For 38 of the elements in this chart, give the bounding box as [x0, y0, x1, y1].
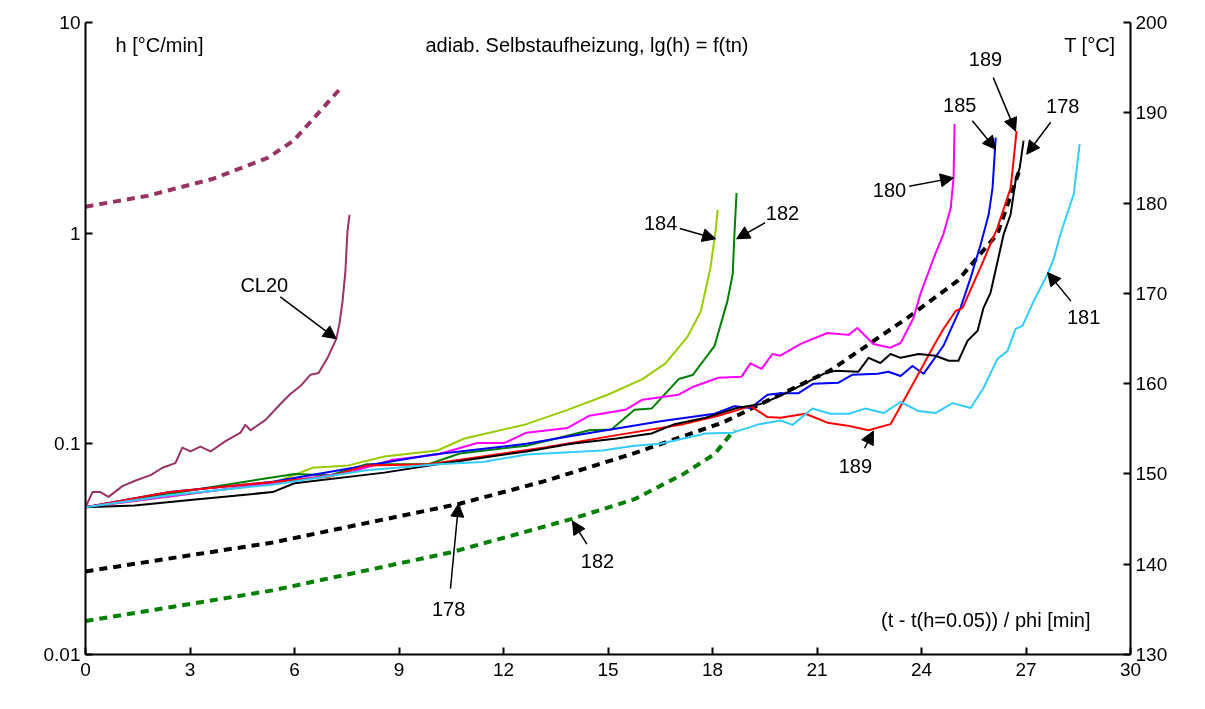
- x-tick-label: 3: [184, 658, 196, 680]
- y2-axis-title: T [°C]: [1064, 33, 1116, 56]
- x-tick-label: 6: [289, 658, 300, 680]
- annotation: 178: [431, 597, 466, 620]
- text: adiab. Selbstaufheizung, lg(h) = f(tn): [425, 33, 749, 56]
- y-axis-title: h [°C/min]: [115, 33, 204, 56]
- annotation: 182: [765, 201, 800, 224]
- y2-tick-label: 180: [1135, 192, 1168, 214]
- annotation: 178: [1046, 95, 1080, 118]
- x-axis-title: (t - t(h=0.05)) / phi [min]: [880, 608, 1091, 631]
- line-series: [85, 86, 343, 209]
- y2-tick-label: 190: [1135, 102, 1168, 124]
- y2-tick-label: 140: [1135, 553, 1168, 575]
- x-tick-label: 24: [910, 658, 933, 680]
- y-tick-label: 0.01: [43, 644, 81, 665]
- y2-tick-label: 150: [1135, 463, 1168, 485]
- y-tick-label: 10: [59, 12, 81, 33]
- x-tick-label: 18: [701, 658, 724, 680]
- y2-tick-label: 200: [1135, 12, 1168, 33]
- y2-tick-label: 160: [1135, 373, 1168, 395]
- annotation: 181: [1066, 305, 1101, 328]
- x-tick-label: 27: [1015, 658, 1037, 680]
- y-tick-label: 1: [69, 222, 81, 244]
- annotation: 180: [872, 178, 907, 201]
- y-tick-label: 0.1: [54, 433, 81, 455]
- annotation: 189: [968, 48, 1003, 71]
- annotation: 189: [838, 455, 873, 478]
- x-tick-label: 15: [597, 658, 619, 680]
- x-tick-label: 0: [80, 658, 91, 680]
- y2-tick-label: 170: [1135, 282, 1168, 304]
- annotation: CL20: [240, 273, 289, 296]
- x-tick-label: 9: [393, 658, 405, 680]
- line-series: [85, 427, 737, 624]
- annotation: 184: [643, 211, 678, 234]
- x-tick-label: 21: [806, 658, 828, 680]
- annotation: 185: [943, 94, 977, 117]
- x-tick-label: 12: [492, 658, 515, 680]
- annotation: 182: [580, 550, 615, 573]
